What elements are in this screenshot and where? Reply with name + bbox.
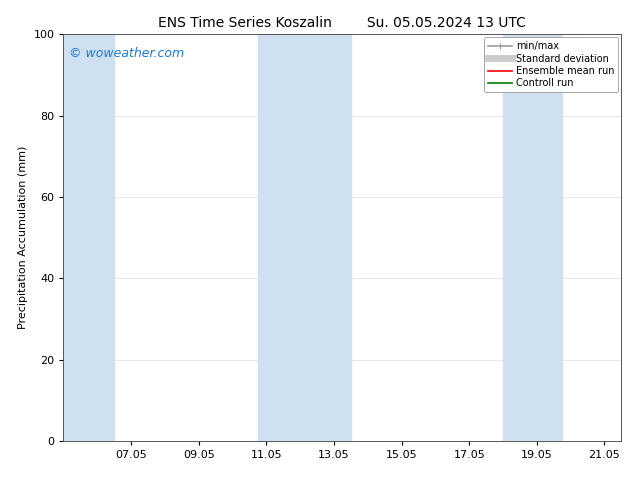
Y-axis label: Precipitation Accumulation (mm): Precipitation Accumulation (mm) [18, 146, 28, 329]
Bar [258, 34, 351, 441]
Legend: min/max, Standard deviation, Ensemble mean run, Controll run: min/max, Standard deviation, Ensemble me… [484, 37, 618, 92]
Bar [63, 34, 114, 441]
Title: ENS Time Series Koszalin        Su. 05.05.2024 13 UTC: ENS Time Series Koszalin Su. 05.05.2024 … [158, 16, 526, 30]
Bar [503, 34, 562, 441]
Text: © woweather.com: © woweather.com [69, 47, 184, 59]
